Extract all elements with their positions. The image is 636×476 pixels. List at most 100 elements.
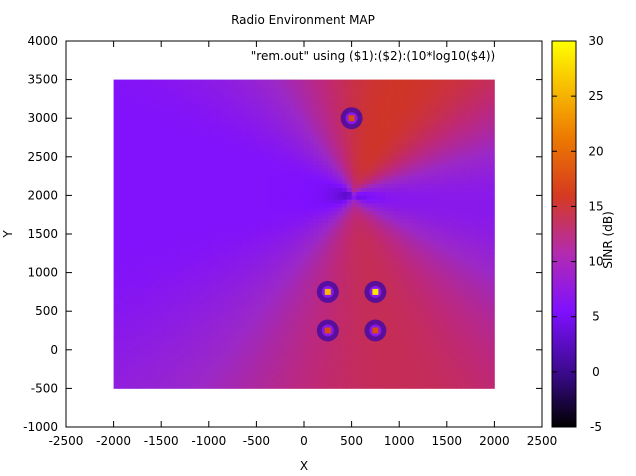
heat-cell [161, 110, 167, 115]
heat-cell [261, 349, 267, 355]
heat-cell [261, 272, 267, 277]
heat-cell [365, 276, 372, 281]
heat-cell [346, 234, 352, 239]
heat-cell [151, 372, 157, 378]
heat-cell [242, 114, 248, 119]
heat-cell [270, 353, 276, 358]
heat-cell [375, 230, 381, 235]
heat-cell [294, 234, 300, 239]
heat-cell [142, 245, 148, 250]
heat-cell [313, 245, 319, 250]
heat-cell [246, 249, 253, 254]
heat-cell [204, 79, 210, 84]
heat-cell [208, 106, 214, 111]
heat-cell [365, 129, 372, 135]
heat-cell [118, 191, 124, 196]
heat-cell [180, 315, 186, 320]
heat-cell [284, 129, 291, 135]
heat-cell [327, 164, 333, 169]
heat-cell [127, 210, 134, 216]
heat-cell [227, 183, 233, 189]
heat-cell [232, 322, 238, 328]
heat-cell [194, 342, 200, 347]
heat-cell [251, 129, 257, 135]
heat-cell [280, 187, 286, 192]
heat-cell [142, 257, 148, 262]
heat-cell [123, 230, 129, 235]
heat-cell [403, 98, 410, 104]
heat-cell [194, 199, 200, 204]
heat-cell [127, 245, 134, 250]
heat-cell [127, 214, 134, 219]
heat-cell [370, 376, 376, 382]
heat-cell [308, 237, 314, 243]
heat-cell [289, 307, 295, 312]
heat-cell [118, 91, 124, 96]
heat-cell [204, 183, 210, 189]
heat-cell [165, 152, 172, 158]
heat-cell [151, 203, 157, 208]
heat-cell [170, 253, 176, 258]
heat-cell [137, 141, 143, 146]
heat-cell [223, 83, 229, 88]
heat-cell [365, 237, 372, 243]
heat-cell [237, 307, 243, 312]
heat-cell [218, 199, 224, 204]
heat-cell [132, 218, 138, 223]
heat-cell [346, 218, 352, 223]
heat-cell [313, 330, 319, 335]
heat-cell [399, 160, 405, 165]
heat-cell [161, 87, 167, 92]
heat-cell [242, 149, 248, 154]
heat-cell [261, 118, 267, 123]
heat-cell [213, 241, 219, 246]
heat-cell [213, 106, 219, 111]
heat-cell [275, 318, 281, 324]
heat-cell [370, 349, 376, 355]
heat-cell [275, 342, 281, 347]
heat-cell [289, 276, 295, 281]
heat-cell [127, 272, 134, 277]
heat-cell [251, 137, 257, 142]
heat-cell [304, 199, 310, 204]
heat-cell [127, 226, 134, 231]
heat-cell [351, 145, 357, 150]
heat-cell [161, 191, 167, 196]
heat-cell [151, 357, 157, 362]
heat-cell [180, 376, 186, 382]
heat-cell [380, 353, 386, 358]
heat-cell [175, 342, 181, 347]
heat-cell [204, 168, 210, 173]
heat-cell [332, 214, 338, 219]
heat-cell [170, 384, 176, 389]
heat-cell [308, 160, 314, 165]
heat-cell [232, 268, 238, 273]
heat-cell [370, 218, 376, 223]
heat-cell [304, 230, 310, 235]
heat-cell [289, 303, 295, 308]
heat-cell [218, 133, 224, 138]
heat-cell [170, 315, 176, 320]
heat-cell [132, 326, 138, 331]
heat-cell [289, 199, 295, 204]
heat-cell [175, 261, 181, 266]
heat-cell [170, 349, 176, 355]
heat-cell [289, 326, 295, 331]
heat-cell [242, 349, 248, 355]
heat-cell [218, 280, 224, 285]
heat-cell [313, 249, 319, 254]
heat-cell [318, 83, 324, 88]
heat-cell [204, 141, 210, 146]
heat-cell [213, 307, 219, 312]
heat-cell [123, 295, 129, 301]
heat-cell [318, 315, 324, 320]
heat-cell [194, 87, 200, 92]
heat-cell [194, 291, 200, 297]
heat-cell [123, 122, 129, 127]
heat-cell [270, 264, 276, 270]
heat-cell [323, 342, 329, 347]
heat-cell [361, 199, 367, 204]
heat-cell [342, 137, 348, 142]
heat-cell [156, 284, 162, 289]
heat-cell [275, 334, 281, 339]
